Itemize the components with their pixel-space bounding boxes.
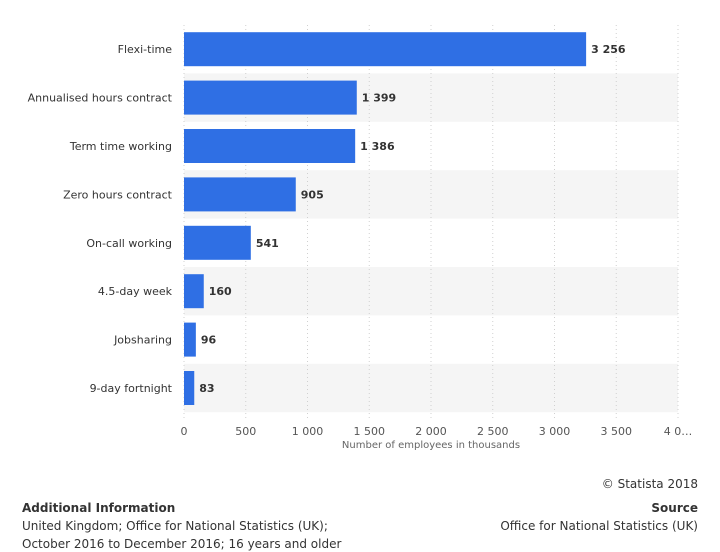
row-band bbox=[184, 363, 678, 413]
value-label: 83 bbox=[199, 382, 214, 395]
category-label: Zero hours contract bbox=[63, 188, 173, 201]
value-label: 1 399 bbox=[362, 92, 396, 105]
x-tick-label: 3 000 bbox=[539, 425, 571, 438]
bar-chart: Flexi-time Annualised hours contract Term … bbox=[28, 25, 693, 451]
x-tick-label: 2 500 bbox=[477, 425, 509, 438]
bar bbox=[184, 80, 357, 115]
bar bbox=[184, 322, 196, 357]
x-axis-label: Number of employees in thousands bbox=[342, 440, 520, 451]
bar bbox=[184, 225, 251, 260]
x-tick-label: 0 bbox=[181, 425, 188, 438]
copyright-text: © Statista 2018 bbox=[601, 477, 698, 491]
row-band bbox=[184, 267, 678, 316]
additional-info-line-1: United Kingdom; Office for National Stat… bbox=[22, 519, 328, 533]
category-label: Flexi-time bbox=[118, 43, 173, 56]
bar bbox=[184, 32, 587, 67]
category-labels: Flexi-time Annualised hours contract Term … bbox=[28, 43, 173, 395]
x-tick-label: 1 500 bbox=[354, 425, 386, 438]
bar bbox=[184, 129, 356, 163]
category-label: Jobsharing bbox=[113, 334, 172, 347]
x-tick-labels: 0 500 1 000 1 500 2 000 2 500 3 000 3 500 4 0… bbox=[181, 425, 693, 438]
x-tick-label: 1 000 bbox=[292, 425, 324, 438]
value-label: 160 bbox=[209, 285, 232, 298]
value-label: 541 bbox=[256, 237, 279, 250]
category-label: Annualised hours contract bbox=[28, 92, 173, 105]
x-tick-label: 2 000 bbox=[415, 425, 447, 438]
additional-info-line-2: October 2016 to December 2016; 16 years … bbox=[22, 537, 342, 551]
bar bbox=[184, 177, 296, 212]
category-label: Term time working bbox=[69, 140, 172, 153]
source-title: Source bbox=[651, 501, 698, 515]
category-label: 9-day fortnight bbox=[90, 382, 173, 395]
value-label: 3 256 bbox=[591, 43, 626, 56]
source-text: Office for National Statistics (UK) bbox=[500, 519, 698, 533]
bar bbox=[184, 274, 204, 309]
grid-lines bbox=[183, 25, 679, 419]
value-label: 1 386 bbox=[360, 140, 395, 153]
category-label: 4.5-day week bbox=[98, 285, 173, 298]
value-label: 905 bbox=[301, 188, 324, 201]
x-tick-label: 3 500 bbox=[601, 425, 633, 438]
additional-info-title: Additional Information bbox=[22, 501, 176, 515]
value-label: 96 bbox=[201, 334, 217, 347]
category-label: On-call working bbox=[86, 237, 172, 250]
x-tick-label: 4 0… bbox=[664, 425, 693, 438]
x-tick-label: 500 bbox=[235, 425, 256, 438]
bars bbox=[184, 32, 587, 405]
value-labels: 3 256 1 399 1 386 905 541 160 96 83 bbox=[199, 43, 626, 395]
bar bbox=[184, 371, 195, 405]
